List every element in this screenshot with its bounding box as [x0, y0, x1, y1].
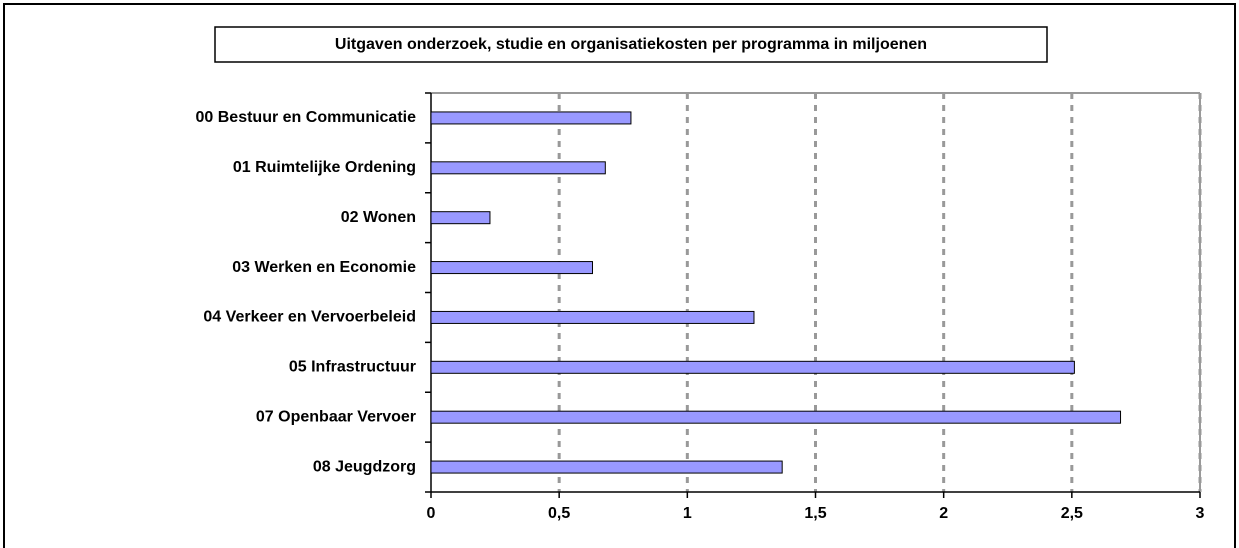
y-tick-label: 02 Wonen — [341, 209, 416, 226]
x-tick-label: 2,5 — [1061, 505, 1083, 522]
chart-frame — [3, 3, 1236, 548]
bar — [430, 360, 1075, 374]
x-tick-label: 0 — [427, 505, 436, 522]
y-tick-label: 07 Openbaar Vervoer — [256, 408, 416, 425]
bar — [430, 410, 1122, 424]
bar — [430, 310, 755, 324]
y-tick-label: 04 Verkeer en Vervoerbeleid — [203, 309, 416, 326]
bar — [430, 211, 491, 225]
y-tick-label: 05 Infrastructuur — [289, 359, 416, 376]
x-tick-label: 1 — [683, 505, 692, 522]
x-tick-label: 1,5 — [804, 505, 826, 522]
y-tick-label: 01 Ruimtelijke Ordening — [233, 159, 416, 176]
title-box — [214, 26, 1048, 63]
y-tick-label: 08 Jeugdzorg — [313, 458, 416, 475]
bar — [430, 261, 593, 275]
y-tick-label: 03 Werken en Economie — [232, 259, 416, 276]
x-tick-label: 2 — [939, 505, 948, 522]
bar — [430, 161, 606, 175]
y-tick-label: 00 Bestuur en Communicatie — [196, 109, 417, 126]
bar — [430, 111, 632, 125]
bar — [430, 460, 783, 474]
chart-title: Uitgaven onderzoek, studie en organisati… — [335, 36, 927, 53]
x-tick-label: 3 — [1196, 505, 1205, 522]
x-tick-label: 0,5 — [548, 505, 570, 522]
